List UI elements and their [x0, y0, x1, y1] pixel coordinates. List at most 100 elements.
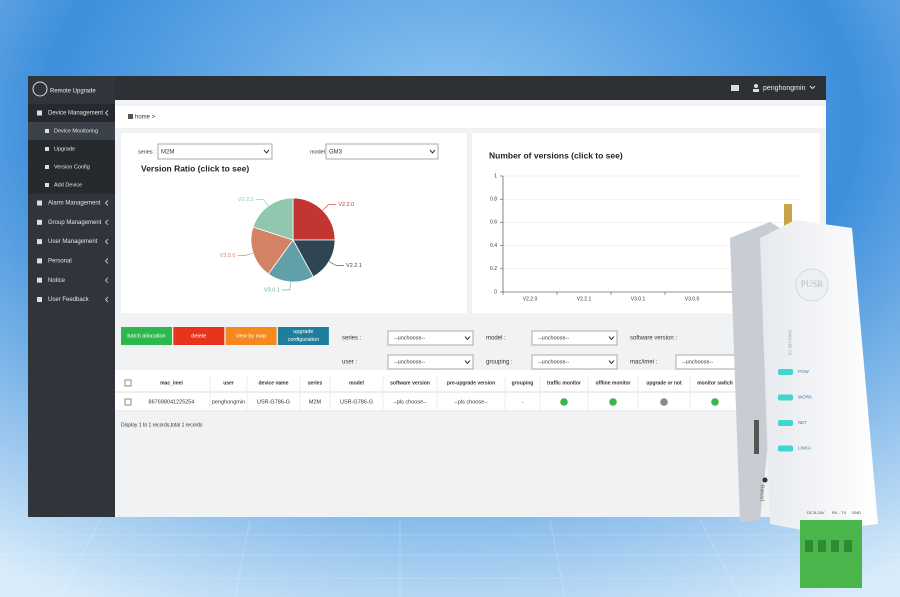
select-caret: [263, 149, 270, 154]
led: [778, 445, 793, 452]
pie-slice[interactable]: [292, 239, 336, 278]
menu-item[interactable]: User Feedback: [48, 297, 90, 303]
model-value: GM3: [329, 150, 343, 156]
status-check: [711, 398, 719, 406]
device-brand: PUSR: [801, 279, 824, 289]
menu-icon: [37, 219, 42, 225]
toolbar-button[interactable]: [173, 327, 225, 345]
column-header[interactable]: grouping: [512, 380, 534, 386]
sim-slot: [754, 420, 759, 454]
brand-badge: [795, 268, 829, 302]
filter-select[interactable]: [387, 354, 474, 370]
pie-chart[interactable]: Version Ratio (click to see) V2.2.0 V2.2.1…: [141, 163, 362, 293]
column-header[interactable]: mac_imei: [160, 380, 183, 386]
menu-item[interactable]: Personal: [48, 258, 72, 264]
filter-select[interactable]: [531, 330, 618, 346]
table-cell: penghongmin: [212, 399, 245, 405]
column-header[interactable]: user: [223, 380, 234, 386]
menu-icon: [37, 239, 42, 245]
select-caret: [608, 360, 615, 365]
top-bar: [28, 76, 826, 100]
menu-caret: [104, 296, 109, 303]
model-label: model: [310, 149, 325, 155]
sidebar-menu: Device Management Device Monitoring Upgrad…: [28, 104, 115, 303]
y-tick-label: 0.2: [490, 266, 497, 272]
select-caret: [464, 336, 471, 341]
table-bg: [115, 370, 745, 412]
submenu-item[interactable]: Device Monitoring: [54, 128, 98, 134]
status-check: [609, 398, 617, 406]
toolbar-button[interactable]: [277, 327, 329, 345]
y-tick-label: 1: [494, 173, 497, 179]
submenu-item[interactable]: Version Config: [54, 164, 90, 170]
submenu-icon: [45, 183, 49, 187]
menu-icon: [37, 297, 42, 302]
user-name[interactable]: penghongmin: [763, 85, 806, 92]
device-table: mac_imei user device name series model softwa…: [115, 375, 745, 412]
reload-label: Reload: [759, 485, 765, 501]
series-select[interactable]: [157, 143, 273, 160]
column-header[interactable]: device name: [258, 380, 288, 386]
filter-label: user :: [342, 360, 357, 366]
device-photo: PUSR www.usr.cn Reload POW WORK NET LINKA D…: [730, 204, 878, 588]
column-header[interactable]: offline monitor: [596, 380, 631, 386]
chart-title: Number of versions (click to see): [489, 150, 623, 160]
table-cell: --pls choose--: [393, 399, 427, 405]
x-tick-label: V3.0.1: [631, 296, 646, 302]
pie-slice[interactable]: [252, 197, 294, 241]
menu-active-bg: [28, 122, 115, 140]
checkbox[interactable]: [124, 379, 132, 387]
menu-item[interactable]: Device Management: [48, 111, 103, 117]
series-label: series :: [138, 149, 156, 155]
toolbar-button-label: upgrade configuration: [288, 329, 320, 343]
menu-item[interactable]: Alarm Management: [48, 201, 101, 207]
column-header[interactable]: model: [349, 380, 364, 386]
led-label: LINKA: [798, 446, 811, 451]
terminal-label: DC:5-24V: [807, 510, 825, 515]
pie-leader: [255, 199, 269, 207]
menu-icon: [37, 200, 42, 206]
select-caret: [429, 149, 436, 154]
menu-item[interactable]: User Management: [48, 239, 98, 245]
table-cell: --pls choose--: [454, 399, 488, 405]
menu-caret: [104, 219, 109, 226]
chart-title: Version Ratio (click to see): [141, 163, 249, 173]
column-header[interactable]: pre-upgrade version: [447, 380, 495, 386]
user-caret: [809, 85, 816, 90]
column-header[interactable]: series: [308, 380, 323, 386]
status-check: [560, 398, 568, 406]
toolbar-button[interactable]: [225, 327, 277, 345]
submenu-item[interactable]: Add Device: [54, 182, 82, 188]
led-label: WORK: [798, 395, 812, 400]
column-header[interactable]: traffic monitor: [547, 380, 581, 386]
filter-select[interactable]: [387, 330, 474, 346]
column-header[interactable]: monitor switch: [697, 380, 733, 386]
toolbar-button-label: view by map: [236, 333, 267, 339]
terminal-label: RX - TX: [832, 510, 846, 515]
table-footer: Display 1 to 1 records,total 1 records: [121, 422, 203, 428]
filter-value: --unchoose--: [538, 335, 569, 341]
pie-slice[interactable]: [267, 239, 314, 283]
logo-text: Remote Upgrade: [50, 89, 96, 95]
pie-slice[interactable]: [250, 226, 294, 275]
submenu-item[interactable]: Upgrade: [54, 146, 75, 152]
y-tick-label: 0: [494, 289, 497, 295]
menu-caret: [104, 238, 109, 245]
menu-item[interactable]: Group Management: [48, 220, 102, 226]
model-select[interactable]: [325, 143, 439, 160]
menu-caret: [104, 277, 109, 284]
column-header[interactable]: upgrade or not: [646, 380, 682, 386]
menu-item[interactable]: Notice: [48, 278, 66, 284]
series-value: M2M: [161, 150, 174, 156]
pie-label: V2.2.1: [346, 263, 362, 269]
checkbox[interactable]: [124, 398, 132, 406]
filter-select[interactable]: [531, 354, 618, 370]
breadcrumb[interactable]: home >: [135, 115, 156, 121]
column-header[interactable]: software version: [390, 380, 430, 386]
mail-icon[interactable]: [731, 85, 739, 91]
pie-slice[interactable]: [292, 197, 336, 241]
filter-label: mac/imei :: [630, 360, 658, 366]
toolbar-button[interactable]: [121, 327, 172, 345]
